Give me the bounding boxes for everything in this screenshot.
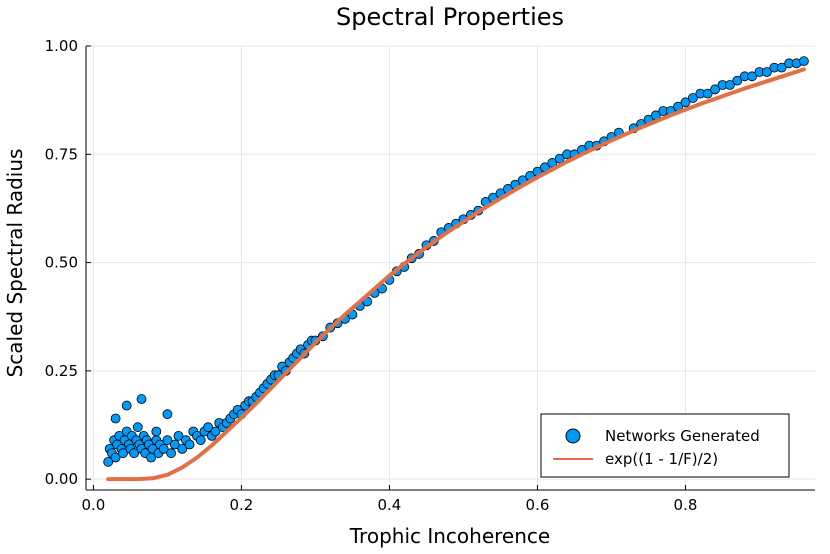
scatter-point — [158, 443, 169, 454]
x-ticks: 0.0 0.2 0.4 0.6 0.8 — [81, 485, 697, 514]
scatter-point — [724, 80, 735, 90]
scatter-point — [110, 452, 121, 463]
scatter-point — [203, 422, 214, 433]
y-tick-label: 0.50 — [45, 254, 78, 272]
scatter-point — [747, 71, 757, 82]
scatter-point — [776, 62, 787, 73]
scatter-point — [136, 394, 147, 404]
scatter-point — [151, 426, 162, 437]
legend-box — [540, 413, 790, 478]
scatter-point — [162, 435, 173, 446]
scatter-point — [162, 409, 173, 420]
scatter-point — [177, 443, 188, 454]
scatter-point — [103, 456, 114, 467]
y-tick-label: 0.25 — [45, 362, 78, 380]
scatter-point — [732, 75, 743, 86]
scatter-point — [195, 435, 206, 446]
scatter-point — [169, 439, 180, 450]
x-tick-label: 0.8 — [674, 496, 698, 514]
scatter-point — [118, 448, 128, 459]
x-tick-label: 0.6 — [526, 496, 550, 514]
x-tick-label: 0.4 — [378, 496, 402, 514]
scatter-point — [173, 430, 184, 441]
scatter-point — [554, 153, 565, 164]
chart-title: Spectral Properties — [336, 3, 564, 31]
legend-marker-networks-generated — [565, 428, 581, 444]
scatter-point — [110, 413, 121, 424]
scatter-point — [166, 448, 177, 459]
scatter-point — [710, 84, 720, 95]
scatter-point — [132, 422, 143, 433]
axes — [85, 46, 815, 491]
scatter-point — [184, 439, 195, 450]
y-tick-label: 0.00 — [45, 470, 78, 488]
y-axis-label: Scaled Spectral Radius — [3, 149, 27, 378]
grid — [86, 45, 815, 490]
x-tick-label: 0.2 — [229, 496, 253, 514]
y-tick-label: 1.00 — [45, 37, 78, 55]
scatter-point — [687, 93, 698, 103]
scatter-point — [680, 97, 691, 108]
x-axis-label: Trophic Incoherence — [349, 524, 550, 548]
scatter-point — [121, 400, 132, 411]
scatter-point — [129, 448, 140, 459]
scatter-point — [761, 67, 772, 77]
y-tick-label: 0.75 — [45, 145, 78, 163]
legend-label-networks-generated: Networks Generated — [605, 427, 760, 445]
legend: Networks Generated exp((1 - 1/F)/2) — [540, 413, 790, 478]
scatter-point — [702, 88, 713, 99]
plot-area — [103, 56, 809, 482]
y-ticks: 0.00 0.25 0.50 0.75 1.00 — [45, 37, 91, 488]
x-tick-label: 0.0 — [81, 496, 105, 514]
legend-label-exp-curve: exp((1 - 1/F)/2) — [605, 450, 718, 468]
exp-curve-line — [106, 67, 806, 482]
scatter-point — [798, 56, 809, 67]
scatter-point — [210, 426, 221, 437]
